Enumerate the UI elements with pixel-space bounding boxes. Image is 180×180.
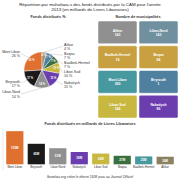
bars (6, 131, 174, 164)
pie-value-label: 7 % (46, 55, 51, 59)
pie-percent-label: 15 % (64, 85, 73, 89)
leader-line (21, 80, 27, 83)
pie-value-label: 15 % (50, 76, 57, 80)
bar (135, 156, 152, 164)
bar-value-label: 65M (33, 152, 39, 156)
pie-value-label: 14 % (39, 82, 46, 86)
bar (28, 144, 45, 165)
region-count: 143 (156, 33, 162, 37)
pie-slice (24, 52, 42, 71)
x-tick-label: Baalbek-Hermel (133, 165, 155, 169)
chart: Répartition par muhafaza-s des fonds dis… (0, 0, 180, 180)
region-count: 143 (115, 33, 121, 37)
pie-chart: Fonds distribués % (24, 15, 66, 88)
pie-percent-label: 7 % (64, 56, 71, 60)
region-name: Beyrouth (151, 78, 166, 82)
region-tile (98, 71, 137, 94)
bar-value-label: 34M (98, 157, 104, 161)
bar-value-label: 24M (162, 159, 168, 163)
bar-value-label: 105M (11, 146, 19, 150)
region-count: 1 (158, 82, 160, 86)
pie-percent-label: 14 % (12, 95, 21, 99)
region-name: Nabatiych (150, 103, 166, 107)
leader-line (21, 88, 42, 94)
leader-line (60, 68, 63, 73)
source-note: lbandata.org selon le décret 1508 paru a… (47, 175, 133, 179)
x-tick-label: Akkar (161, 165, 169, 169)
x-tick-label: Nabatiych (73, 165, 87, 169)
leader-line (56, 59, 63, 64)
pie-value-label: 4 % (42, 53, 47, 57)
leader-line (56, 81, 63, 85)
pie-percent-label: 7 % (64, 65, 71, 69)
leader-line (21, 54, 29, 58)
bar (157, 157, 174, 165)
region-count: 84 (157, 58, 161, 62)
region-tile (139, 21, 178, 44)
pie-value-label: 7 % (51, 59, 56, 63)
region-name: Beqaa (153, 53, 163, 57)
bar-value-label: 27M (119, 158, 125, 162)
municipality-tiles: Nombre de municipalités (98, 15, 178, 118)
region-count: 144 (115, 107, 121, 111)
pie-labels: 26 %17 %14 %15 %10 %7 %7 %4 %Mont Liban2… (2, 43, 90, 99)
pie-percent-label: 17 % (12, 84, 21, 88)
leader-line (44, 46, 63, 52)
x-tick-label: Beqaa (118, 165, 127, 169)
tile-labels: Akkar143Liban-Nord143Baalbek-Hermel74Beq… (105, 29, 168, 112)
x-tick-label: Mont Liban (7, 165, 22, 169)
x-tick-label: Beyrouth (30, 165, 42, 169)
pie-value-label: 10 % (53, 66, 60, 70)
bar (6, 131, 23, 164)
bar-value-label: 25M (141, 158, 147, 162)
region-name: Baalbek-Hermel (105, 53, 131, 57)
region-count: 74 (116, 58, 120, 62)
region-tile (139, 46, 178, 69)
map-title: Nombre de municipalités (115, 15, 160, 19)
pie-percent-label: 26 % (12, 54, 21, 58)
bar-value-label: 39M (76, 156, 82, 160)
region-tile (139, 95, 178, 118)
region-tile (98, 46, 137, 69)
bar (71, 152, 88, 164)
region-count: 86 (157, 107, 161, 111)
pie-value-label: 26 % (29, 58, 36, 62)
bar-value-label: 51M (55, 154, 61, 158)
subtitle: 2013 (en milliards de Livres Libanaises) (51, 7, 129, 12)
bar (114, 156, 131, 165)
region-tile (98, 21, 137, 44)
region-name: Liban Sud (109, 103, 125, 107)
x-tick-label: Liban Sud (94, 165, 108, 169)
bar-title: Fonds distribués en milliards de Livres … (44, 122, 135, 126)
region-name: Akkar (113, 29, 123, 33)
pie-slice (42, 52, 46, 70)
pie-percent-label: 4 % (64, 47, 71, 51)
pie-percent-label: 10 % (64, 74, 73, 78)
leader-line (50, 54, 63, 55)
pie-title: Fonds distribués % (30, 15, 66, 19)
bar (49, 148, 66, 164)
pie-value-label: 17 % (27, 76, 34, 80)
region-name: Mont Liban (108, 78, 126, 82)
region-tile (98, 95, 137, 118)
region-name: Liban-Nord (149, 29, 167, 33)
bar-labels: 105M Mont Liban 65M Beyrouth 51M Liban Nord 39… (7, 146, 169, 169)
bar (92, 154, 109, 165)
region-tile (139, 71, 178, 94)
region-count: 350 (115, 82, 121, 86)
x-tick-label: Liban Nord (50, 165, 65, 169)
y-axis-line (3, 128, 4, 170)
